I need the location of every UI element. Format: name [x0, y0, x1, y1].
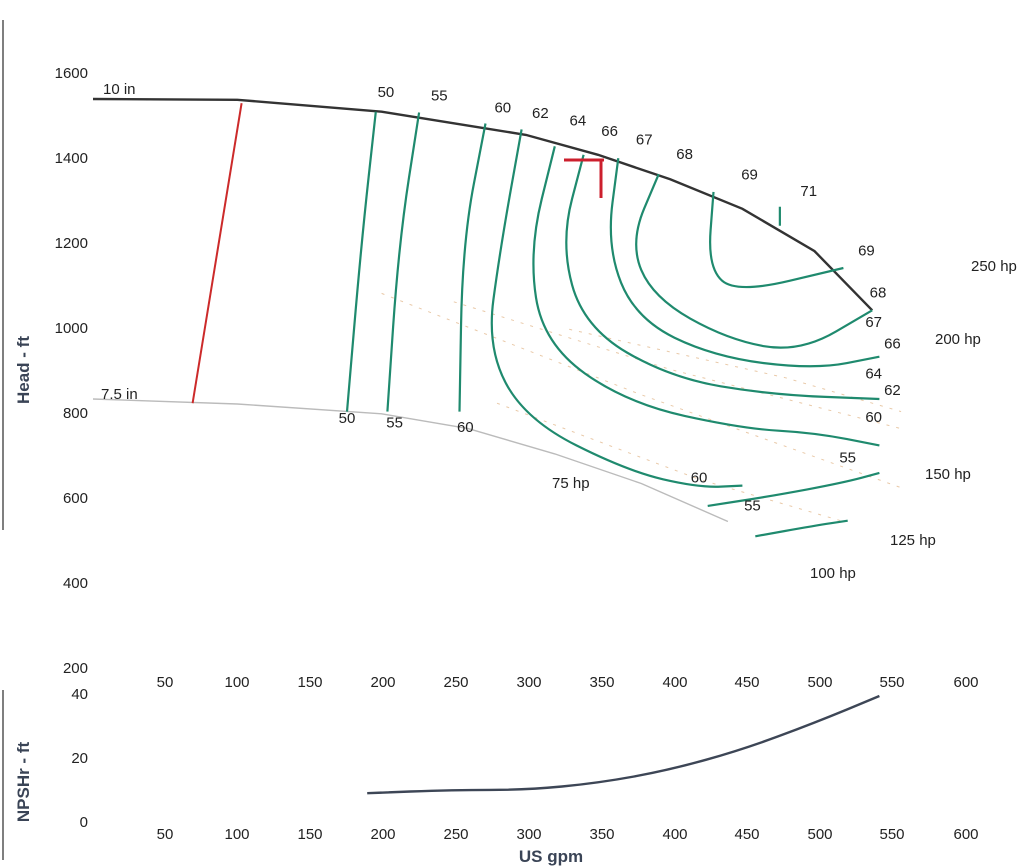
efficiency-label: 67 — [636, 132, 653, 149]
efficiency-label: 69 — [858, 242, 875, 259]
x-tick-label-npsh: 450 — [734, 826, 759, 843]
x-tick-label-npsh: 200 — [370, 826, 395, 843]
iso-efficiency-curve — [635, 173, 873, 349]
efficiency-label: 60 — [457, 419, 474, 436]
y-tick-label-head: 1000 — [55, 320, 88, 337]
x-tick-label-npsh: 350 — [589, 826, 614, 843]
iso-efficiency-curve — [532, 146, 880, 447]
efficiency-label: 60 — [865, 409, 882, 426]
efficiency-label: 55 — [839, 449, 856, 466]
efficiency-label: 68 — [870, 285, 887, 302]
impeller-label-10in: 10 in — [103, 81, 136, 98]
y-axis-title-head: Head - ft — [14, 336, 33, 404]
efficiency-label: 69 — [741, 166, 758, 183]
efficiency-label: 50 — [339, 410, 356, 427]
npshr-curve — [367, 694, 880, 795]
efficiency-label: 55 — [744, 498, 761, 515]
impeller-label-7-5in: 7.5 in — [101, 386, 138, 403]
x-tick-label-head: 200 — [370, 674, 395, 691]
efficiency-label: 64 — [570, 113, 587, 130]
efficiency-label: 64 — [865, 366, 882, 383]
y-tick-label-head: 200 — [63, 660, 88, 677]
efficiency-label: 68 — [676, 146, 693, 163]
x-tick-label-head: 500 — [807, 674, 832, 691]
x-axis-title: US gpm — [519, 847, 583, 866]
impeller-curve — [92, 97, 874, 312]
power-label: 200 hp — [935, 331, 981, 348]
x-tick-label-npsh: 550 — [879, 826, 904, 843]
y-tick-label-head: 1400 — [55, 150, 88, 167]
x-tick-label-head: 450 — [734, 674, 759, 691]
iso-efficiency-curve — [345, 111, 377, 412]
x-tick-label-npsh: 600 — [953, 826, 978, 843]
power-line — [381, 292, 902, 489]
efficiency-label: 60 — [691, 470, 708, 487]
power-label: 150 hp — [925, 466, 971, 483]
iso-efficiency-curve — [707, 471, 880, 507]
y-tick-label-npsh: 20 — [71, 750, 88, 767]
power-label: 75 hp — [552, 475, 590, 492]
iso-efficiency-curve — [490, 129, 743, 488]
x-tick-label-head: 150 — [297, 674, 322, 691]
x-tick-label-head: 550 — [879, 674, 904, 691]
x-tick-label-npsh: 250 — [443, 826, 468, 843]
y-tick-label-npsh: 40 — [71, 686, 88, 703]
x-tick-label-head: 100 — [224, 674, 249, 691]
y-tick-label-head: 1200 — [55, 235, 88, 252]
x-tick-label-npsh: 50 — [157, 826, 174, 843]
power-label: 125 hp — [890, 532, 936, 549]
iso-efficiency-curve — [609, 158, 880, 368]
power-line — [569, 328, 902, 413]
min-flow-line — [191, 103, 243, 404]
y-tick-label-npsh: 0 — [80, 814, 88, 831]
efficiency-label: 71 — [800, 183, 817, 200]
efficiency-label: 55 — [431, 87, 448, 104]
x-tick-label-npsh: 150 — [297, 826, 322, 843]
efficiency-label: 62 — [884, 382, 901, 399]
x-tick-label-head: 350 — [589, 674, 614, 691]
power-label: 100 hp — [810, 565, 856, 582]
power-line — [496, 402, 844, 522]
power-label: 250 hp — [971, 258, 1017, 275]
efficiency-label: 67 — [865, 314, 882, 331]
iso-efficiency-curve — [565, 154, 880, 401]
x-tick-label-npsh: 400 — [662, 826, 687, 843]
y-tick-label-head: 600 — [63, 490, 88, 507]
x-tick-label-head: 600 — [953, 674, 978, 691]
impeller-curve — [92, 398, 729, 523]
efficiency-label: 62 — [532, 105, 549, 122]
x-tick-label-npsh: 500 — [807, 826, 832, 843]
y-tick-label-head: 400 — [63, 575, 88, 592]
y-tick-label-head: 800 — [63, 405, 88, 422]
iso-efficiency-curve — [458, 123, 487, 412]
x-tick-label-npsh: 300 — [516, 826, 541, 843]
efficiency-label: 55 — [386, 414, 403, 431]
x-tick-label-head: 250 — [443, 674, 468, 691]
efficiency-label: 50 — [378, 84, 395, 101]
x-tick-label-head: 300 — [516, 674, 541, 691]
x-tick-label-npsh: 100 — [224, 826, 249, 843]
y-axis-title-npsh: NPSHr - ft — [14, 742, 33, 823]
x-tick-label-head: 50 — [157, 674, 174, 691]
head-chart: 1600 1400 1200 1000 800 600 400 200 50 100 150 200 2… — [2, 20, 1017, 691]
efficiency-label: 60 — [494, 100, 511, 117]
x-tick-label-head: 400 — [662, 674, 687, 691]
efficiency-label: 66 — [601, 123, 618, 140]
iso-efficiency-curve — [386, 112, 421, 412]
iso-efficiency-curve — [755, 519, 848, 538]
efficiency-label: 66 — [884, 335, 901, 352]
y-tick-label-head: 1600 — [55, 65, 88, 82]
iso-efficiency-curve — [709, 191, 844, 289]
